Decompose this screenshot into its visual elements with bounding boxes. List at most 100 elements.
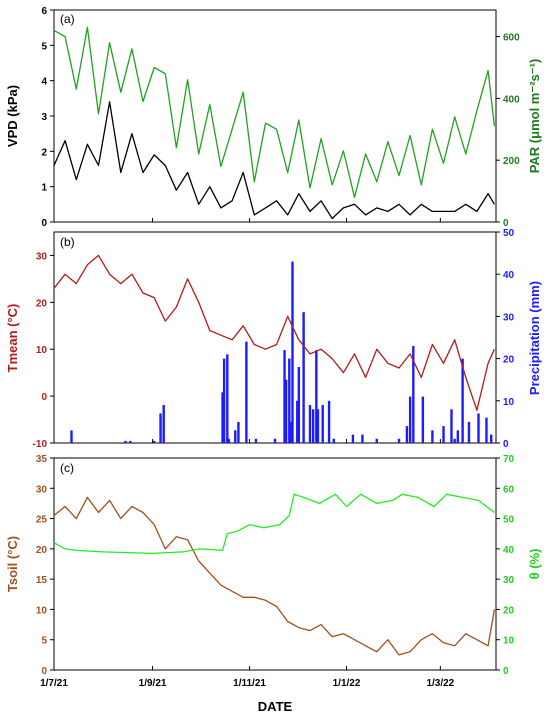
precipitation-bar [421, 396, 425, 443]
vpd-axis-label: VPD (kPa) [5, 85, 20, 147]
y-left-tick-label: 35 [36, 454, 48, 465]
precipitation-bar [375, 438, 378, 443]
precipitation-bar [327, 400, 331, 443]
panel-b-frame [53, 231, 497, 444]
y-right-tick-label: 60 [503, 484, 515, 495]
x-tick-label: 1/3/22 [426, 678, 454, 689]
y-right-tick-label: 20 [503, 355, 515, 366]
y-left-tick-label: 5 [41, 636, 47, 647]
chart-marks: 1/7/21 1/9/21 1/11/21 1/1/22 1/3/22012345602… [33, 6, 521, 689]
precipitation-bar [477, 413, 480, 443]
theta-axis-label: θ (%) [527, 549, 542, 580]
precipitation-bar [296, 400, 299, 443]
precipitation-bar [159, 413, 162, 443]
precipitation-bar [283, 350, 286, 443]
precipitation-bar [245, 341, 248, 443]
y-left-tick-label: 2 [41, 147, 47, 158]
precipitation-bar [234, 430, 237, 443]
y-left-tick-label: 0 [41, 218, 47, 229]
x-axis-label: DATE [258, 699, 293, 714]
precipitation-bar [288, 358, 291, 443]
y-right-tick-label: 30 [503, 575, 515, 586]
y-left-tick-label: 30 [36, 484, 48, 495]
precipitation-bar [302, 312, 305, 443]
y-left-tick-label: -10 [33, 439, 48, 450]
precipitation-bar [129, 440, 132, 443]
precipitation-bar [226, 354, 229, 443]
y-right-tick-label: 0 [503, 666, 509, 677]
precipitation-bar [70, 430, 73, 443]
precipitation-bar [321, 405, 324, 443]
y-right-tick-label: 20 [503, 605, 515, 616]
y-left-tick-label: 0 [41, 392, 47, 403]
y-left-tick-label: 1 [41, 183, 47, 194]
x-tick-label: 1/11/21 [233, 678, 266, 689]
precipitation-bar [431, 430, 434, 443]
precipitation-bar [254, 438, 258, 443]
x-tick-label: 1/9/21 [139, 678, 167, 689]
precipitation-bar [227, 438, 231, 443]
vpd-series-line [53, 101, 495, 220]
panel-b-letter: (b) [60, 235, 75, 249]
precipitation-bar [485, 417, 488, 443]
panel-a-frame [53, 9, 497, 223]
y-right-tick-label: 10 [503, 397, 515, 408]
precipitation-bar [311, 409, 315, 443]
y-left-tick-label: 15 [36, 575, 48, 586]
precipitation-bar [412, 345, 415, 443]
y-right-tick-label: 0 [503, 218, 509, 229]
precipitation-bar [291, 261, 294, 443]
y-right-tick-label: 200 [503, 156, 520, 167]
precipitation-bar [361, 434, 364, 443]
precip-axis-label: Precipitation (mm) [527, 281, 542, 395]
precipitation-bar [453, 438, 456, 443]
precipitation-bar [221, 392, 224, 443]
precipitation-bar [152, 440, 156, 443]
y-left-tick-label: 20 [36, 545, 48, 556]
y-right-tick-label: 50 [503, 228, 515, 239]
panel-c-letter: (c) [60, 461, 74, 475]
precipitation-bar [461, 358, 464, 443]
tsoil-series-line [53, 496, 496, 656]
precipitation-bar [124, 440, 127, 443]
precipitation-bar [222, 358, 226, 443]
tmean-series-line [53, 254, 495, 411]
y-left-tick-label: 30 [36, 251, 48, 262]
y-left-tick-label: 20 [36, 298, 48, 309]
precipitation-bar [289, 421, 293, 443]
y-left-tick-label: 10 [36, 345, 48, 356]
panel-c-frame [53, 457, 497, 671]
precipitation-bar [315, 350, 318, 443]
par-axis-label: PAR (μmol m⁻²s⁻¹) [527, 59, 542, 174]
y-right-tick-label: 50 [503, 515, 515, 526]
tmean-axis-label: Tmean (°C) [5, 304, 20, 373]
precipitation-bar [450, 409, 453, 443]
precipitation-bar [284, 379, 288, 443]
precipitation-bar [408, 396, 412, 443]
y-right-tick-label: 30 [503, 312, 515, 323]
y-right-tick-label: 0 [503, 439, 509, 450]
x-tick-label: 1/7/21 [40, 678, 68, 689]
y-left-tick-label: 4 [41, 77, 47, 88]
precipitation-bar [405, 426, 409, 443]
y-left-tick-label: 3 [41, 112, 47, 123]
precipitation-bar [351, 434, 355, 443]
y-left-tick-label: 25 [36, 515, 48, 526]
y-right-tick-label: 600 [503, 33, 520, 44]
y-right-tick-label: 10 [503, 636, 515, 647]
precipitation-bar [332, 438, 336, 443]
theta-series-line [53, 493, 495, 555]
precipitation-bar [273, 438, 277, 443]
precipitation-bar [490, 434, 493, 443]
y-left-tick-label: 5 [41, 41, 47, 52]
y-left-tick-label: 0 [41, 666, 47, 677]
precipitation-bar [162, 405, 165, 443]
precipitation-bar [316, 409, 320, 443]
y-left-tick-label: 6 [41, 6, 47, 17]
y-right-tick-label: 70 [503, 454, 515, 465]
y-right-tick-label: 40 [503, 270, 515, 281]
x-tick-label: 1/1/22 [333, 678, 361, 689]
y-right-tick-label: 40 [503, 545, 515, 556]
precipitation-bar [467, 421, 471, 443]
